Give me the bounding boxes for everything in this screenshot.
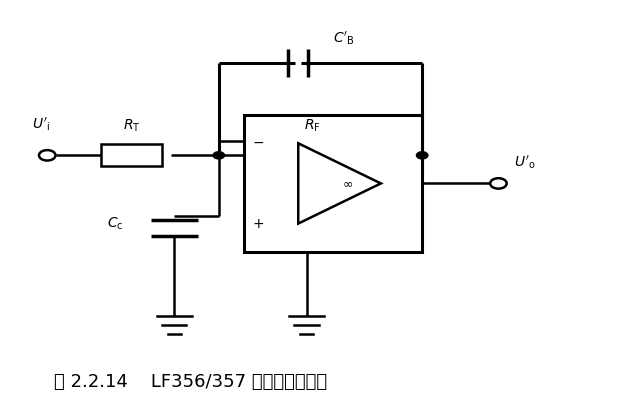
Text: $R_{\rm F}$: $R_{\rm F}$ xyxy=(304,118,321,134)
Bar xyxy=(244,115,422,252)
Text: −: − xyxy=(253,136,264,150)
Polygon shape xyxy=(298,143,381,223)
Circle shape xyxy=(213,152,224,159)
Text: $R_{\rm T}$: $R_{\rm T}$ xyxy=(122,118,140,134)
Bar xyxy=(101,144,162,166)
Text: 图 2.2.14    LF356/357 的超前补偿电路: 图 2.2.14 LF356/357 的超前补偿电路 xyxy=(54,373,327,391)
Circle shape xyxy=(490,178,506,189)
Bar xyxy=(283,144,343,166)
Text: $U'_{\rm i}$: $U'_{\rm i}$ xyxy=(32,116,50,133)
Circle shape xyxy=(417,152,428,159)
Text: $C_{\rm c}$: $C_{\rm c}$ xyxy=(107,215,124,232)
Text: +: + xyxy=(253,217,264,231)
Circle shape xyxy=(39,150,56,160)
Text: $C'_{\rm B}$: $C'_{\rm B}$ xyxy=(333,29,355,47)
Text: $U'_{\rm o}$: $U'_{\rm o}$ xyxy=(514,154,536,171)
Text: $\infty$: $\infty$ xyxy=(342,177,353,190)
